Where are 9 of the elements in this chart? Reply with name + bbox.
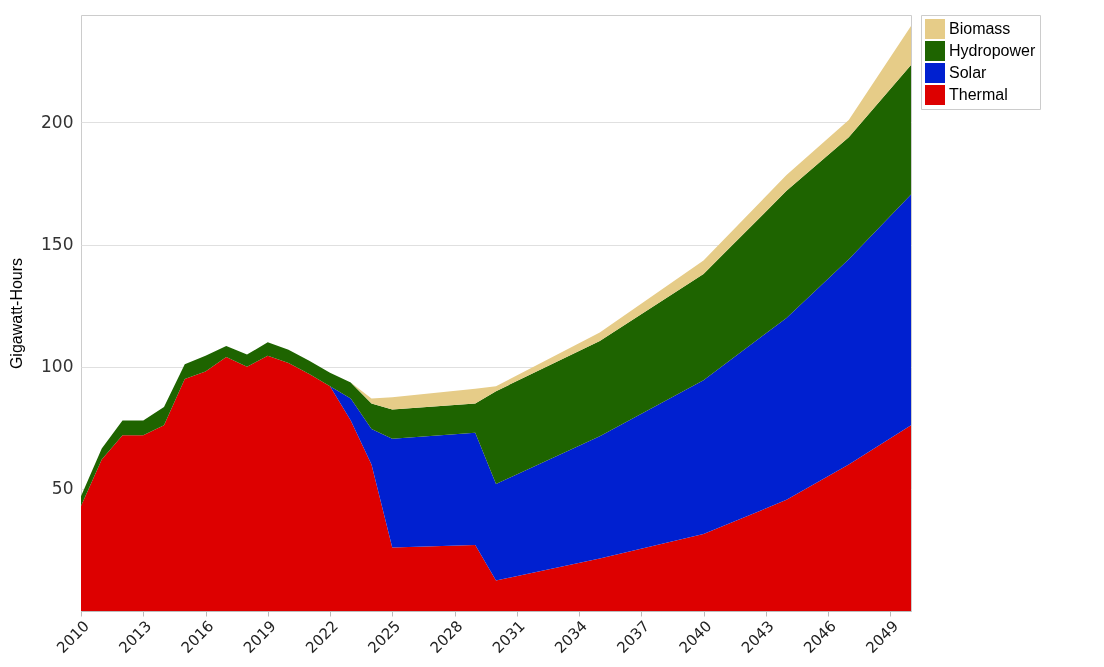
legend-label: Biomass [949, 20, 1011, 37]
y-tick-label: 100 [41, 356, 74, 377]
legend-label: Hydropower [949, 42, 1036, 59]
y-tick-label: 200 [41, 111, 74, 132]
y-axis-title: Gigawatt-Hours [8, 257, 26, 370]
y-tick-label: 50 [51, 478, 74, 499]
legend-label: Thermal [949, 86, 1008, 103]
y-tick-label: 150 [41, 234, 74, 255]
legend-label: Solar [949, 64, 988, 81]
